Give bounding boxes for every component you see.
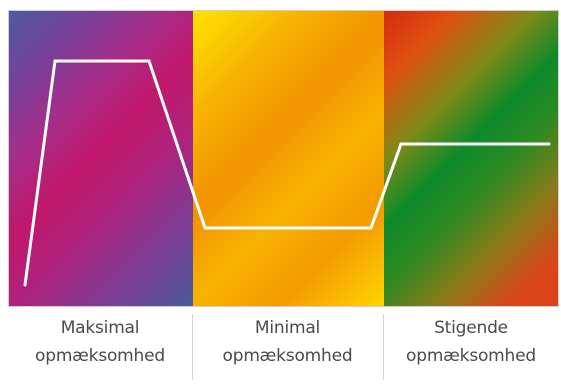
label-divider-1 xyxy=(192,314,193,380)
panel-minimal-attention xyxy=(193,11,384,306)
label-minimal-line1: Minimal xyxy=(254,318,321,338)
attention-diagram: Maksimal opmæksomhed Minimal opmæksomhed… xyxy=(8,10,559,384)
label-maximal: Maksimal opmæksomhed xyxy=(8,314,192,370)
label-rising-line1: Stigende xyxy=(434,318,508,338)
panel-rising-attention xyxy=(384,11,558,306)
label-rising: Stigende opmæksomhed xyxy=(383,314,559,370)
label-maximal-line1: Maksimal xyxy=(60,318,140,338)
gradient-panels xyxy=(8,10,559,307)
attention-trace xyxy=(23,59,551,287)
label-maximal-line2: opmæksomhed xyxy=(35,346,165,366)
label-rising-line2: opmæksomhed xyxy=(406,346,536,366)
label-divider-2 xyxy=(383,314,384,380)
attention-trace-line xyxy=(23,59,551,287)
label-minimal: Minimal opmæksomhed xyxy=(192,314,383,370)
panel-labels: Maksimal opmæksomhed Minimal opmæksomhed… xyxy=(8,314,559,380)
label-minimal-line2: opmæksomhed xyxy=(222,346,353,366)
